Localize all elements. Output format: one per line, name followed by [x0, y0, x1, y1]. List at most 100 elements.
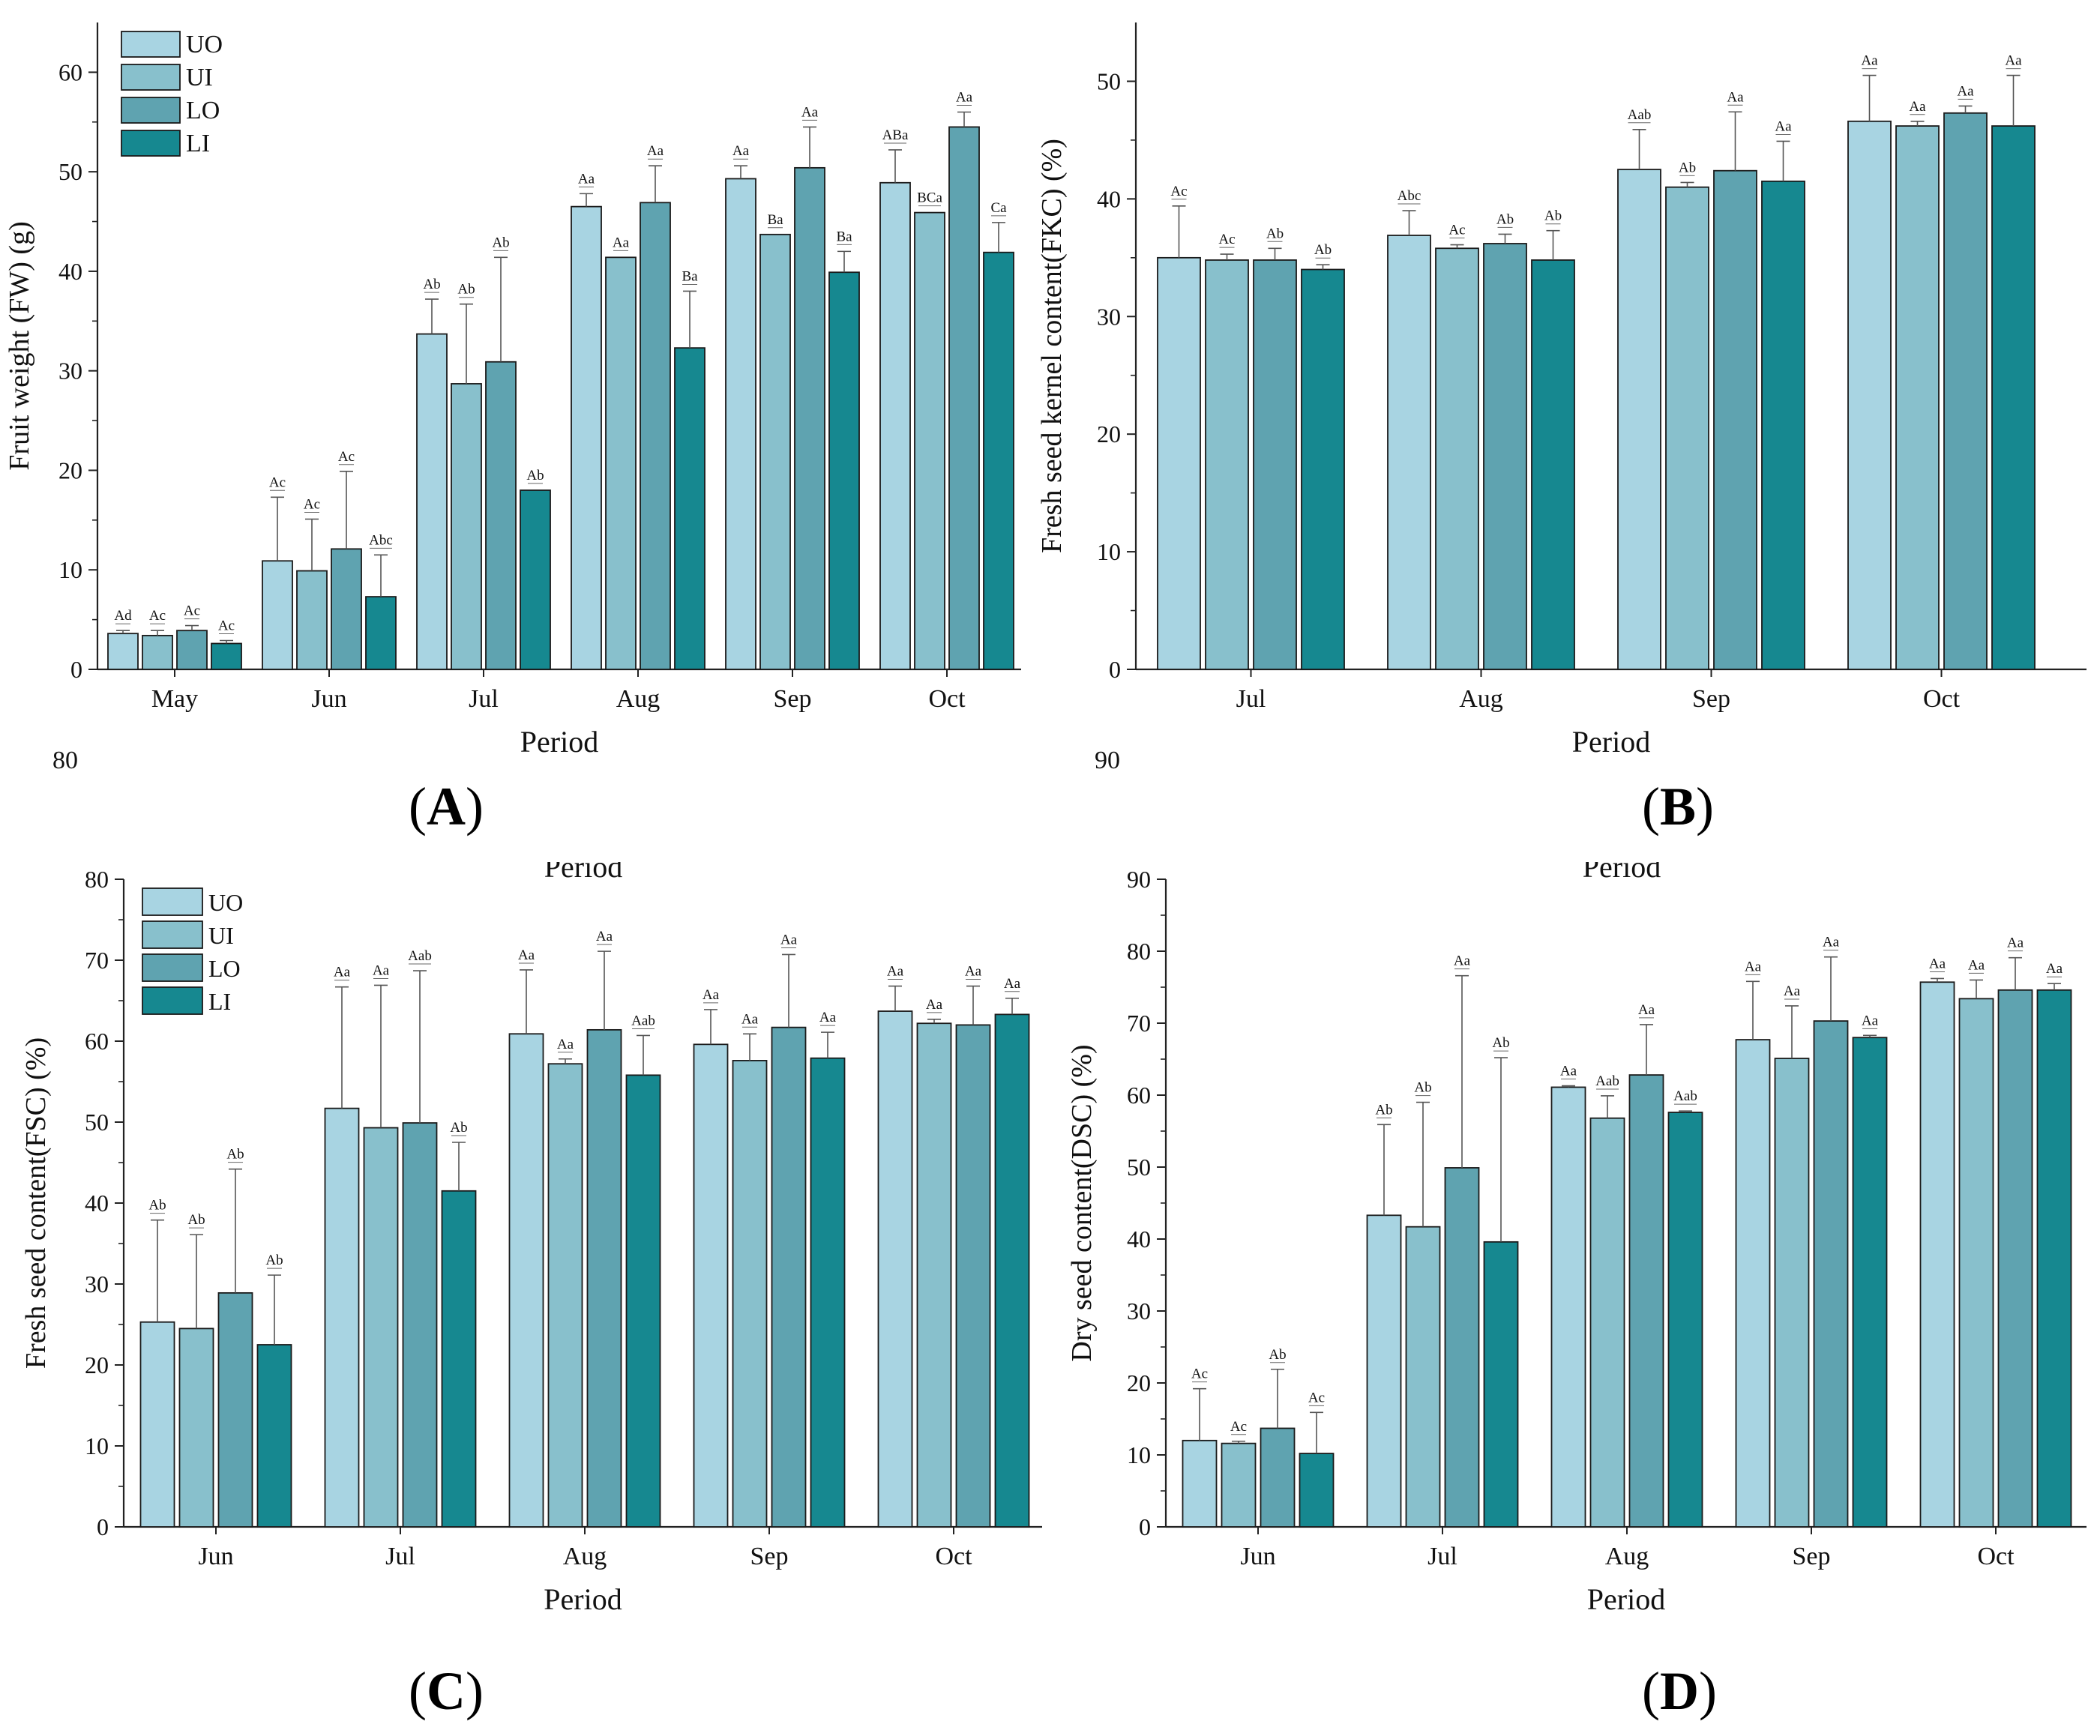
panel-b-bar-lo [1483, 243, 1527, 670]
panel-b-significance-label: Ab [1496, 211, 1514, 227]
panel-d-y-tick-label: 60 [1127, 1082, 1151, 1109]
panel-label-d: (D) [1642, 1661, 1717, 1721]
panel-d-x-axis-title: Period [1587, 1582, 1665, 1616]
panel-b-significance-label: Ac [1170, 184, 1187, 199]
panel-a-bar-li [211, 642, 242, 670]
panel-a-significance-label: Ba [767, 212, 783, 228]
panel-d-y-tick-label: 40 [1127, 1226, 1151, 1253]
panel-a-bar-ui [914, 211, 945, 670]
panel-c-legend-label-uo: UO [208, 889, 243, 916]
panel-c-significance-label: Aa [702, 987, 720, 1003]
overlap-fragments: 80 90 Period Period [52, 747, 1661, 884]
panel-a-category-label: May [151, 685, 198, 713]
panel-b-significance-label: Ab [1266, 226, 1284, 241]
panel-c-bar-lo [586, 1028, 622, 1528]
panel-c-bar-uo [508, 1033, 544, 1528]
panel-b-bar-lo [1253, 259, 1297, 670]
panel-c-legend-label-lo: LO [208, 955, 241, 982]
panel-c-significance-label: Aa [926, 997, 943, 1013]
panel-a-significance-label: Ab [492, 235, 509, 250]
panel-a-y-tick-label: 30 [58, 358, 82, 385]
panel-a-y-tick-label: 20 [58, 456, 82, 483]
panel-b-chart: 0 10 20 30 40 50 Fresh seed kernel content(FKC… [1036, 22, 2087, 759]
panel-b-significance-label: Aa [1861, 53, 1878, 69]
panel-a-legend-label-lo: LO [186, 97, 220, 124]
panel-label-c: (C) [409, 1661, 484, 1721]
panel-label-c-letter: C [426, 1661, 466, 1721]
panel-a-significance-label: Ba [682, 268, 698, 284]
panel-c-bar-uo [139, 1321, 175, 1528]
panel-b-bar-uo [1157, 256, 1201, 670]
panel-d-bar-uo [1366, 1214, 1402, 1528]
panel-c-bar-li [994, 1013, 1030, 1528]
panel-a-legend-swatch-lo [121, 97, 181, 124]
panel-c-bar-li [441, 1190, 477, 1528]
panel-d-significance-label: Ab [1375, 1102, 1392, 1118]
panel-d-significance-label: Aa [1968, 957, 1985, 973]
panel-b-bar-ui [1435, 247, 1479, 670]
panel-a-significance-label: Aa [801, 104, 819, 120]
panel-b-bar-lo [1713, 169, 1757, 670]
panel-d-bar-lo [1997, 989, 2033, 1528]
panel-d-bar-ui [1405, 1226, 1441, 1528]
panel-d-bar-uo [1919, 981, 1955, 1528]
panel-a-significance-label: Ac [338, 449, 355, 465]
panel-b-category-label: Aug [1459, 685, 1503, 713]
panel-c-significance-label: Aa [1004, 976, 1021, 992]
panel-a-significance-label: Ab [423, 277, 440, 292]
panel-d-bar-uo [1182, 1439, 1218, 1528]
panel-b-bar-uo [1847, 120, 1892, 670]
panel-b-significance-label: Ac [1218, 232, 1235, 247]
panel-b-bar-li [1991, 125, 2036, 670]
panel-b-bar-li [1301, 268, 1345, 670]
panel-c-significance-label: Aa [965, 964, 982, 980]
panel-b-category-label: Jul [1236, 685, 1266, 713]
panel-b-significance-label: Ab [1544, 208, 1562, 224]
panel-c-significance-label: Aa [518, 947, 535, 963]
panel-a-bar-lo [794, 166, 825, 670]
panel-c-legend-swatch-lo [142, 953, 203, 982]
panel-c-y-tick-label: 70 [85, 947, 109, 974]
panel-c-significance-label: Ab [226, 1147, 244, 1163]
panel-c-bar-ui [363, 1127, 399, 1528]
panel-c-bar-li [625, 1074, 661, 1528]
panel-b-y-tick-label: 10 [1097, 538, 1121, 565]
panel-c-legend-swatch-ui [142, 920, 203, 949]
panel-a-bar-lo [485, 361, 517, 670]
panel-d-category-label: Aug [1605, 1543, 1649, 1570]
panel-c-y-tick-label: 10 [85, 1432, 109, 1459]
panel-d-bar-ui [1221, 1442, 1257, 1528]
panel-a-legend-label-uo: UO [186, 31, 223, 58]
panel-a-significance-label: Abc [369, 532, 393, 548]
panel-d-significance-label: Aa [1560, 1064, 1577, 1079]
panel-c-category-label: Oct [935, 1543, 972, 1570]
panel-a-bar-ui [142, 634, 173, 670]
overlap-fragment-c: Period [544, 850, 622, 884]
panel-b-bar-ui [1665, 186, 1709, 670]
panel-c-bar-ui [916, 1022, 952, 1528]
panel-c-significance-label: Ab [187, 1212, 205, 1228]
panel-d-category-label: Oct [1977, 1543, 2015, 1570]
panel-label-a: (A) [409, 777, 484, 837]
panel-c-significance-label: Aa [741, 1011, 759, 1027]
panel-c-legend-swatch-li [142, 986, 203, 1015]
panel-d-significance-label: Ab [1492, 1035, 1509, 1051]
panel-label-a-letter: A [426, 777, 466, 837]
panel-a-significance-label: Ba [836, 229, 852, 244]
panel-a-y-tick-label: 60 [58, 58, 82, 85]
panel-a-bar-lo [176, 630, 208, 670]
panel-c-category-label: Jun [198, 1543, 233, 1570]
panel-a-significance-label: Aa [732, 143, 750, 159]
panel-c-significance-label: Aa [557, 1037, 574, 1052]
panel-a-bar-uo [571, 205, 602, 670]
panel-b-y-axis-title: Fresh seed kernel content(FKC) (%) [1036, 139, 1068, 553]
panel-c-bar-uo [877, 1010, 913, 1528]
panel-d-significance-label: Ab [1269, 1347, 1286, 1363]
panel-d-significance-label: Ac [1191, 1366, 1208, 1382]
panel-b-bar-li [1531, 259, 1575, 670]
panel-c-significance-label: Ab [450, 1120, 467, 1136]
panel-a-bar-lo [948, 126, 980, 670]
panel-label-b-letter: B [1659, 777, 1697, 837]
panel-d-y-tick-label: 90 [1127, 866, 1151, 893]
